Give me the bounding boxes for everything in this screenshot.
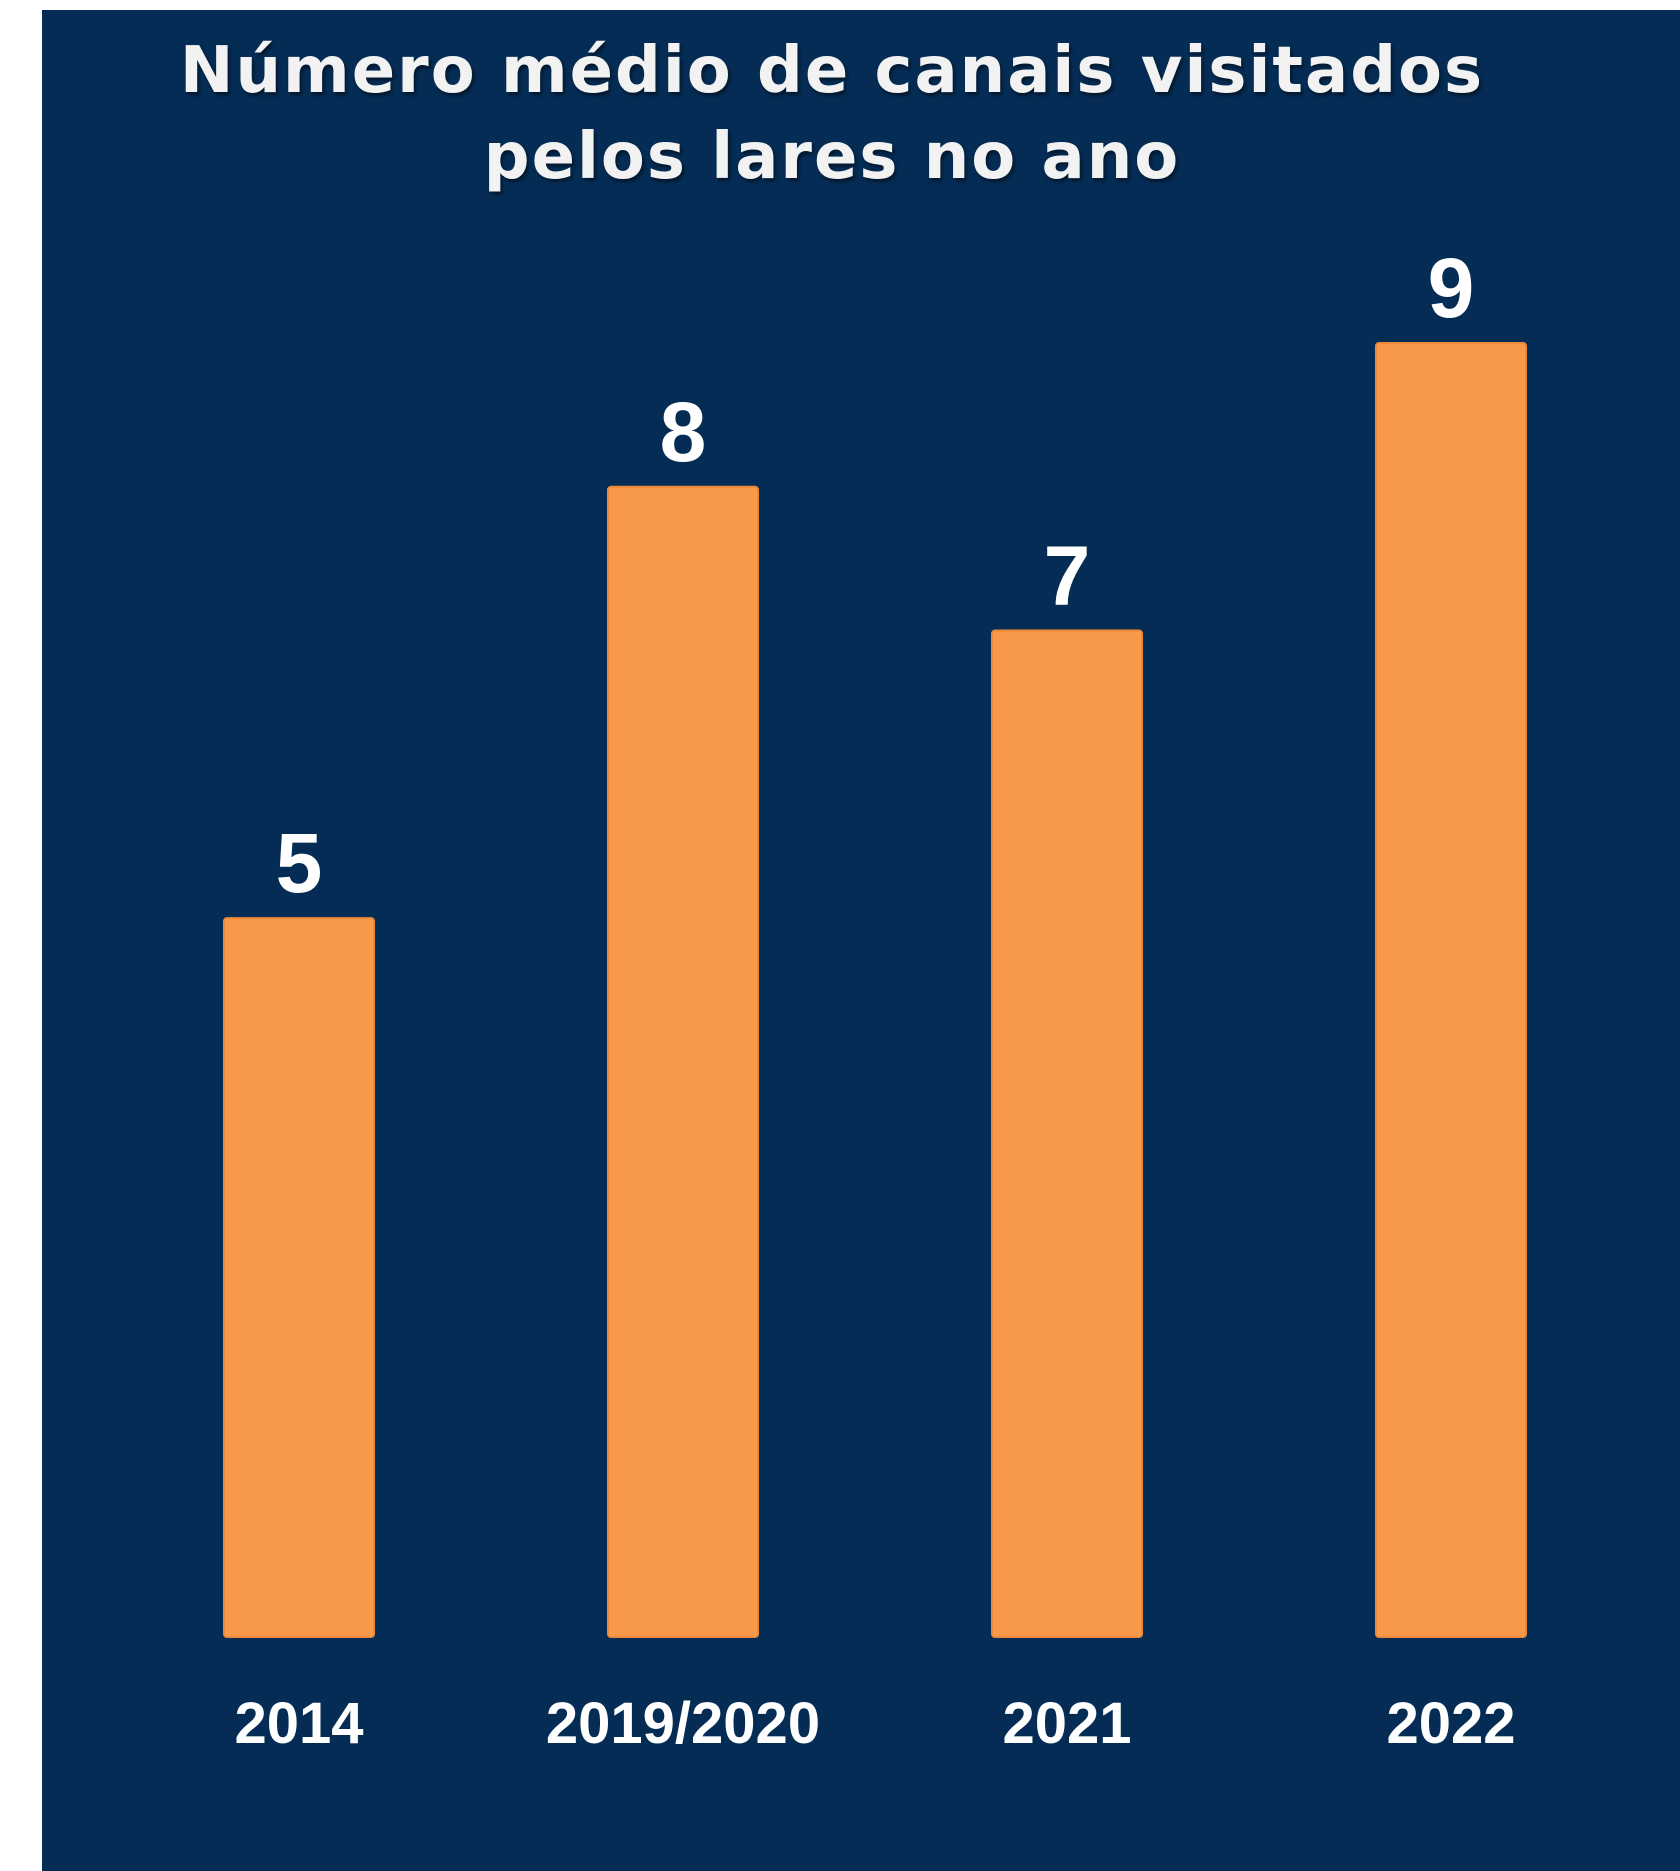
bar-2022	[1375, 342, 1527, 1638]
x-tick-label-2014: 2014	[234, 1691, 363, 1756]
value-label-2022: 9	[1428, 241, 1475, 335]
bars-layer: 5 2014 8 2019/2020 7 2021 9 2022	[223, 241, 1527, 1756]
value-label-2014: 5	[276, 816, 323, 910]
bar-2014	[223, 917, 375, 1638]
value-label-2021: 7	[1044, 529, 1091, 623]
bar-2019-2020	[607, 485, 759, 1638]
x-tick-label-2019-2020: 2019/2020	[546, 1691, 820, 1756]
bar-2021	[991, 629, 1143, 1638]
chart-title-line-2: pelos lares no ano	[483, 120, 1181, 194]
chart-title-line-1: Número médio de canais visitados	[179, 34, 1485, 108]
x-tick-label-2021: 2021	[1002, 1691, 1131, 1756]
value-label-2019-2020: 8	[660, 385, 707, 479]
x-tick-label-2022: 2022	[1386, 1691, 1515, 1756]
bar-chart: 5 2014 8 2019/2020 7 2021 9 2022	[223, 241, 1527, 1756]
chart-title: Número médio de canais visitados pelos l…	[0, 28, 1664, 200]
